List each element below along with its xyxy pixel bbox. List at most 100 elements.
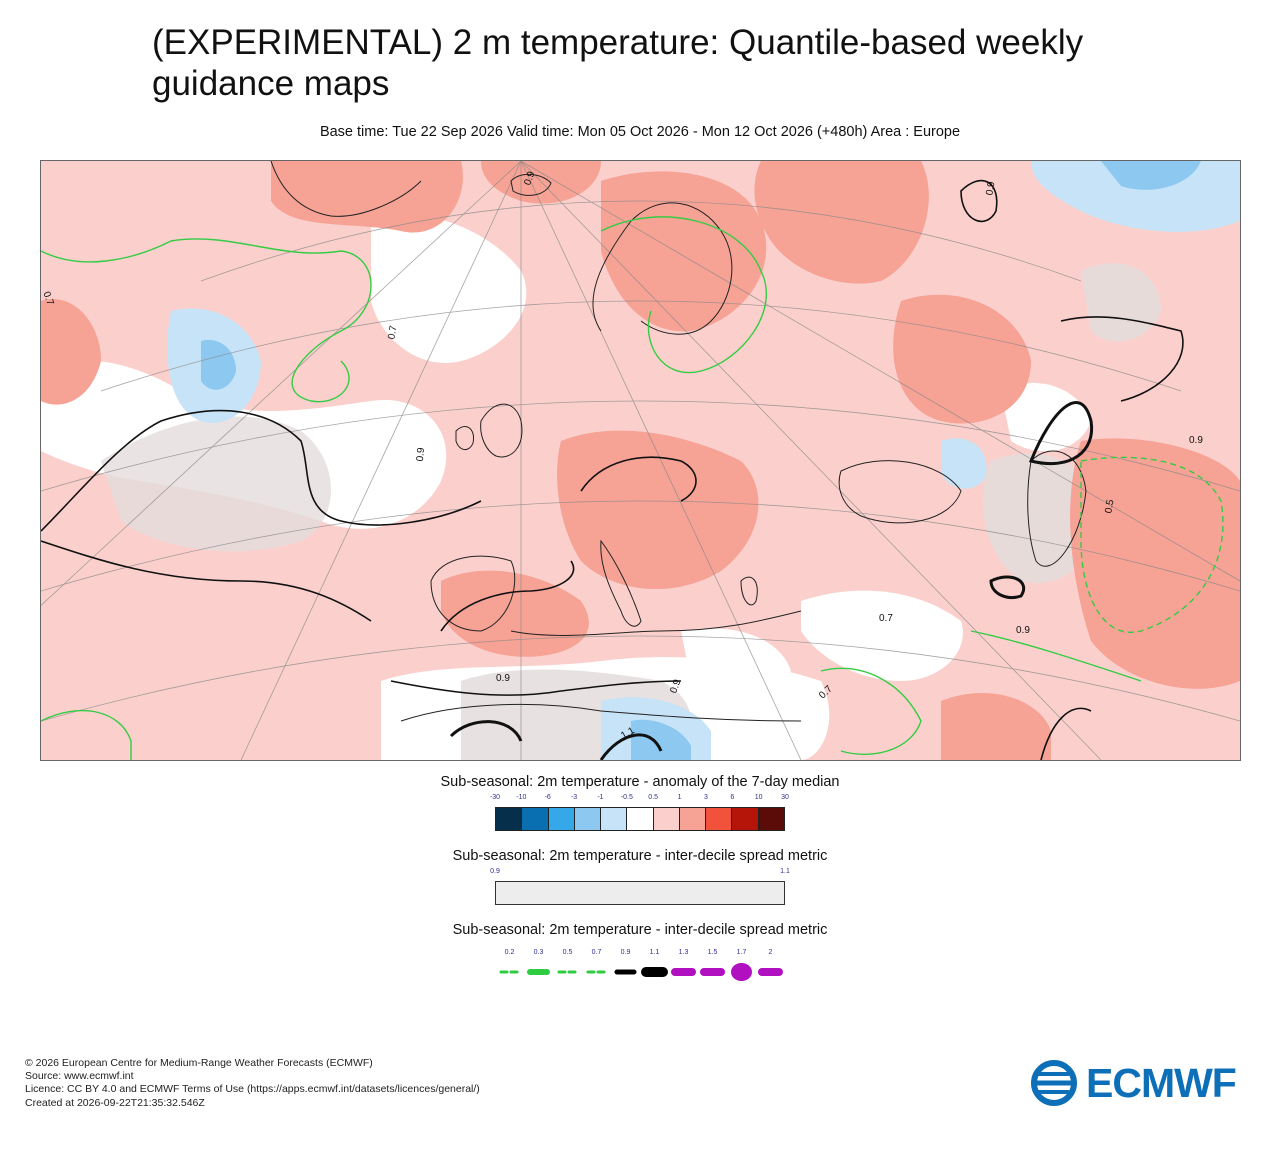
black-contour-algeria (449, 720, 523, 742)
meridian-5 (41, 161, 522, 606)
coastline-italy (600, 539, 642, 627)
coastline-black-sea (838, 460, 962, 524)
legend-anomaly-swatch (732, 808, 759, 830)
meridian-4 (520, 161, 1102, 760)
parallel-2 (41, 400, 1240, 492)
cold-area-northeast (1031, 161, 1240, 232)
coastline-iceland (510, 174, 552, 196)
ecmwf-logo-icon (1031, 1060, 1077, 1106)
warm-area-iceland (481, 161, 601, 204)
parallel-1 (41, 500, 1240, 592)
legend-spread-tick-max: 1.1 (780, 868, 790, 875)
legend-anomaly-swatch (522, 808, 549, 830)
legend-anomaly-tick: 6 (730, 794, 735, 801)
neutral-area-far-east (1001, 382, 1091, 452)
legend-contour-tick: 0.3 (533, 949, 544, 956)
black-contour-libya (599, 733, 663, 760)
footer: © 2026 European Centre for Medium-Range … (25, 1057, 480, 1110)
legend-spread-bar (495, 881, 785, 905)
legend-anomaly-colorbar (495, 807, 785, 831)
contour-label: 0.7 (879, 613, 893, 624)
spread-area-black-sea (982, 453, 1101, 583)
legend-anomaly-title: Sub-seasonal: 2m temperature - anomaly o… (440, 774, 840, 790)
page-title: (EXPERIMENTAL) 2 m temperature: Quantile… (152, 22, 1152, 104)
cold-area-black-sea (941, 438, 987, 489)
map-panel[interactable]: 0.9 0.7 0.9 0.5 0.7 0.9 0.7 0.9 1.1 0.9 … (40, 160, 1241, 761)
green-contour-centre (600, 216, 767, 374)
black-contour-east (1060, 316, 1184, 402)
warm-area-south-centre (581, 461, 601, 501)
legend-anomaly-swatch (706, 808, 733, 830)
coastline-mediterranean (510, 610, 802, 636)
cold-area-atlantic-core (201, 340, 236, 390)
neutral-area-greenland-sea (371, 214, 527, 363)
subtitle: Base time: Tue 22 Sep 2026 Valid time: M… (319, 124, 961, 140)
legend-spread-tick-min: 0.9 (490, 868, 500, 875)
legend-anomaly-swatch (601, 808, 628, 830)
footer-copyright: © 2026 European Centre for Medium-Range … (25, 1057, 373, 1069)
black-contour-alps (580, 456, 697, 502)
legend-contours-title: Sub-seasonal: 2m temperature - inter-dec… (452, 922, 828, 938)
legend-anomaly-tick: 0.5 (648, 794, 659, 801)
legend-anomaly-tick: -10 (516, 794, 527, 801)
legend-anomaly-tick: -3 (570, 794, 578, 801)
legend-contour-tick: 0.2 (504, 949, 515, 956)
cold-area-northeast-core (1101, 161, 1201, 190)
title-line-1: (EXPERIMENTAL) 2 m temperature: Quantile… (152, 23, 1084, 62)
legend-anomaly-tick: 3 (703, 794, 708, 801)
green-contour-west (41, 238, 372, 403)
legend-contour-tick: 1.3 (678, 949, 689, 956)
green-contour-southwest (41, 709, 132, 760)
legend-spread-title: Sub-seasonal: 2m temperature - inter-dec… (452, 848, 828, 864)
legend-anomaly-swatch (679, 808, 707, 830)
black-contour-atlantic-south (41, 540, 372, 622)
green-contours (41, 216, 1224, 760)
map-svg (41, 161, 1240, 760)
warm-area-russia (754, 161, 929, 284)
meridian-6 (520, 161, 1240, 582)
legend-anomaly-swatch (496, 808, 523, 830)
neutral-area-turkey (801, 590, 963, 681)
legend-anomaly-swatch (574, 808, 602, 830)
black-contour-atlantic (41, 409, 482, 532)
green-contour-turkey (820, 667, 922, 755)
footer-created: Created at 2026-09-22T21:35:32.546Z (25, 1096, 205, 1109)
legend-anomaly-swatch (653, 808, 680, 830)
legend-anomaly-tick: 10 (754, 794, 763, 801)
contour-label: 0.9 (1189, 435, 1203, 446)
legend-contours-keys (499, 963, 783, 981)
coastline-greenland (270, 161, 422, 217)
coastline-north-africa (400, 703, 802, 722)
ecmwf-logo-text: ECMWF (1086, 1060, 1237, 1106)
footer-source: Source: www.ecmwf.int (25, 1070, 134, 1083)
warm-area-greenland (271, 161, 463, 233)
neutral-area-lower-centre (681, 628, 791, 695)
coastline-iberia (430, 555, 516, 632)
green-contour-caspian (970, 630, 1142, 682)
black-contours (41, 179, 1184, 760)
black-contour-north-africa (390, 680, 682, 696)
legend-contour-tick: 0.9 (620, 949, 631, 956)
contour-label: 0.9 (414, 447, 428, 462)
legend-anomaly-tick: -1 (597, 794, 604, 801)
warm-area-middle-east (941, 692, 1051, 760)
green-contour-east (1080, 456, 1224, 633)
legend-contour-tick: 2 (768, 949, 773, 956)
spread-area-atlantic (101, 416, 331, 552)
meridian-2 (240, 161, 522, 760)
parallel-5 (41, 635, 1240, 722)
parallel-4 (200, 200, 1082, 282)
parallel-3 (100, 300, 1182, 392)
warm-area-west-atlantic (41, 299, 101, 405)
contour-label: 0.9 (496, 673, 510, 684)
legend-contour-tick: 0.7 (591, 949, 602, 956)
meridian-3 (520, 161, 802, 760)
legend-anomaly-tick: 1 (677, 794, 682, 801)
legend-anomaly-tick: -0.5 (620, 794, 633, 801)
legend-contour-tick: 1.7 (736, 949, 747, 956)
legend-contour-tick: 1.5 (707, 949, 718, 956)
cold-area-north-africa-core (631, 719, 691, 760)
legend-anomaly-tick: -30 (489, 794, 501, 801)
black-contour-southeast (1040, 707, 1092, 760)
warm-area-ural (893, 294, 1031, 424)
